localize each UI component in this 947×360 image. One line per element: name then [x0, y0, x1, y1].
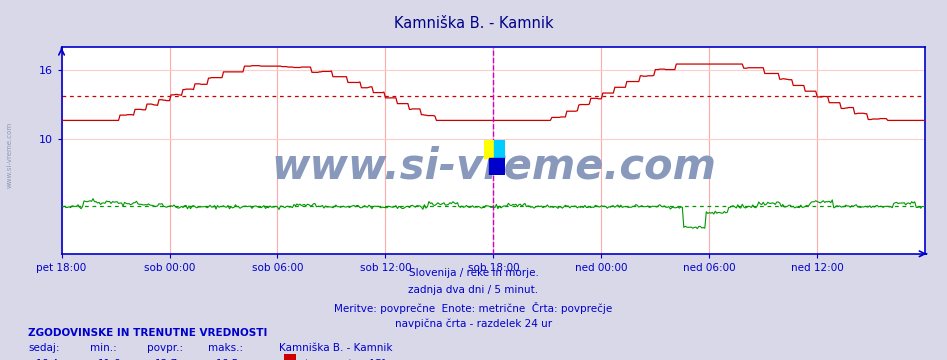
Text: povpr.:: povpr.:	[147, 343, 183, 354]
Text: navpična črta - razdelek 24 ur: navpična črta - razdelek 24 ur	[395, 319, 552, 329]
Text: Meritve: povprečne  Enote: metrične  Črta: povprečje: Meritve: povprečne Enote: metrične Črta:…	[334, 302, 613, 314]
Text: Kamniška B. - Kamnik: Kamniška B. - Kamnik	[394, 16, 553, 31]
Text: min.:: min.:	[90, 343, 116, 354]
Bar	[494, 140, 505, 158]
Bar	[484, 140, 494, 158]
Text: 11,6: 11,6	[98, 359, 121, 360]
Text: Slovenija / reke in morje.: Slovenija / reke in morje.	[408, 268, 539, 278]
Text: zadnja dva dni / 5 minut.: zadnja dva dni / 5 minut.	[408, 285, 539, 295]
Text: sedaj:: sedaj:	[28, 343, 60, 354]
Text: 16,4: 16,4	[36, 359, 60, 360]
Text: ZGODOVINSKE IN TRENUTNE VREDNOSTI: ZGODOVINSKE IN TRENUTNE VREDNOSTI	[28, 328, 268, 338]
Text: 16,5: 16,5	[216, 359, 240, 360]
Text: www.si-vreme.com: www.si-vreme.com	[7, 122, 12, 188]
Text: Kamniška B. - Kamnik: Kamniška B. - Kamnik	[279, 343, 393, 354]
Text: maks.:: maks.:	[208, 343, 243, 354]
Text: temperatura[C]: temperatura[C]	[305, 359, 386, 360]
Text: www.si-vreme.com: www.si-vreme.com	[271, 146, 716, 188]
Bar	[490, 158, 505, 175]
Text: 13,7: 13,7	[154, 359, 178, 360]
